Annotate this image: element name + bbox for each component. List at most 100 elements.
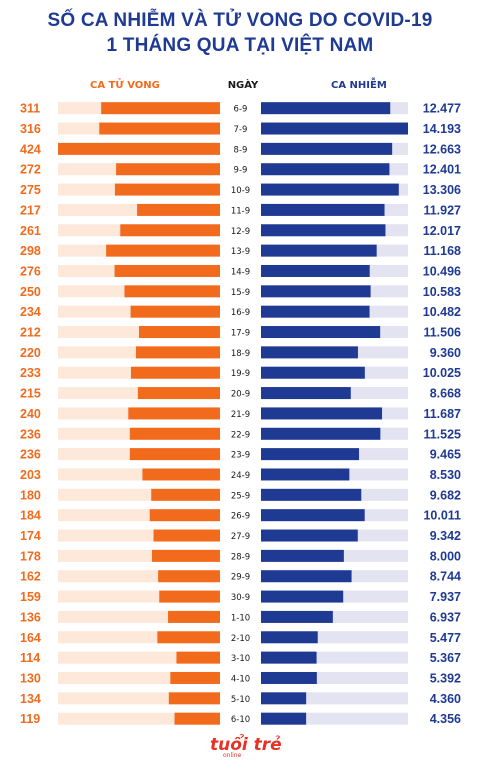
cases-bar — [261, 712, 307, 725]
date-label: 22-9 — [231, 430, 250, 440]
cases-value-label: 5.477 — [430, 631, 461, 645]
cases-value-label: 12.401 — [423, 163, 461, 177]
cases-value-label: 12.663 — [423, 142, 461, 156]
cases-value-label: 10.025 — [423, 366, 461, 380]
cases-value-label: 10.011 — [423, 509, 461, 523]
cases-value-label: 11.687 — [423, 407, 461, 421]
date-label: 14-9 — [231, 267, 250, 277]
cases-bar — [261, 427, 381, 440]
cases-value-label: 14.193 — [423, 122, 461, 136]
deaths-value-label: 180 — [20, 488, 41, 502]
cases-bar — [261, 631, 318, 644]
cases-value-label: 10.496 — [423, 264, 461, 278]
cases-bar — [261, 590, 344, 603]
deaths-value-label: 311 — [20, 102, 40, 116]
deaths-bar — [151, 488, 220, 501]
tuoitre-logo: tuổi trẻ — [210, 735, 282, 755]
deaths-value-label: 217 — [20, 203, 41, 217]
deaths-value-label: 250 — [20, 285, 41, 299]
deaths-bar — [129, 448, 220, 461]
deaths-bar — [176, 651, 220, 664]
deaths-bar — [130, 305, 220, 318]
deaths-bar — [151, 549, 220, 562]
cases-value-label: 8.668 — [430, 387, 461, 401]
cases-bar — [261, 244, 377, 257]
deaths-bar — [157, 631, 220, 644]
deaths-value-label: 298 — [20, 244, 41, 258]
cases-bar — [261, 305, 370, 318]
cases-header: CA NHIỄM — [331, 80, 387, 91]
cases-value-label: 9.465 — [430, 448, 461, 462]
date-label: 2-10 — [231, 634, 250, 644]
deaths-bar — [139, 326, 220, 339]
date-label: 26-9 — [231, 512, 250, 522]
date-label: 23-9 — [231, 451, 250, 461]
cases-bar — [261, 142, 393, 155]
title-line-2: 1 THÁNG QUA TẠI VIỆT NAM — [106, 35, 374, 56]
cases-bar — [261, 488, 362, 501]
cases-value-label: 12.477 — [423, 102, 461, 116]
cases-value-label: 10.482 — [423, 305, 461, 319]
deaths-value-label: 162 — [20, 570, 41, 584]
deaths-bar — [116, 163, 220, 176]
deaths-value-label: 240 — [20, 407, 41, 421]
date-label: 29-9 — [231, 573, 250, 583]
deaths-value-label: 174 — [20, 529, 41, 543]
date-label: 27-9 — [231, 532, 250, 542]
cases-value-label: 6.937 — [430, 610, 461, 624]
cases-bar — [261, 264, 370, 277]
deaths-value-label: 119 — [20, 712, 40, 726]
cases-bar — [261, 610, 333, 623]
cases-value-label: 8.000 — [430, 549, 461, 563]
cases-bar — [261, 509, 365, 522]
deaths-value-label: 215 — [20, 387, 41, 401]
deaths-value-label: 272 — [20, 163, 41, 177]
deaths-value-label: 136 — [20, 610, 41, 624]
date-label: 3-10 — [231, 654, 250, 664]
deaths-value-label: 236 — [20, 427, 41, 441]
date-label: 7-9 — [234, 125, 248, 135]
date-label: 30-9 — [231, 593, 250, 603]
deaths-value-label: 164 — [20, 631, 41, 645]
deaths-bar — [101, 102, 220, 115]
date-label: 24-9 — [231, 471, 250, 481]
deaths-value-label: 276 — [20, 264, 41, 278]
deaths-bar — [129, 427, 220, 440]
date-label: 5-10 — [231, 695, 250, 705]
cases-bar — [261, 163, 390, 176]
cases-bar — [261, 468, 350, 481]
date-label: 16-9 — [231, 308, 250, 318]
deaths-bar — [58, 142, 220, 155]
cases-bar — [261, 183, 399, 196]
deaths-bar — [106, 244, 220, 257]
title-line-1: SỐ CA NHIỄM VÀ TỬ VONG DO COVID-19 — [47, 10, 433, 31]
deaths-header: CA TỬ VONG — [90, 80, 160, 91]
cases-bar — [261, 203, 385, 216]
deaths-value-label: 114 — [20, 651, 40, 665]
date-label: 17-9 — [231, 329, 250, 339]
deaths-bar — [114, 264, 220, 277]
cases-value-label: 8.744 — [430, 570, 461, 584]
date-label: 6-10 — [231, 715, 250, 725]
deaths-bar — [137, 387, 220, 400]
deaths-value-label: 159 — [20, 590, 41, 604]
deaths-bar — [168, 692, 220, 705]
deaths-value-label: 212 — [20, 326, 41, 340]
tuoitre-logo-sub: online — [223, 752, 242, 759]
deaths-bar — [120, 224, 220, 237]
date-label: 28-9 — [231, 552, 250, 562]
cases-value-label: 9.682 — [430, 488, 461, 502]
date-label: 8-9 — [234, 145, 248, 155]
deaths-bar — [174, 712, 220, 725]
date-label: 19-9 — [231, 369, 250, 379]
date-label: 21-9 — [231, 410, 250, 420]
deaths-bar — [99, 122, 220, 135]
cases-bar — [261, 326, 381, 339]
deaths-value-label: 316 — [20, 122, 41, 136]
cases-bar — [261, 692, 307, 705]
cases-value-label: 8.530 — [430, 468, 461, 482]
cases-value-label: 10.583 — [423, 285, 461, 299]
deaths-bar — [153, 529, 220, 542]
cases-value-label: 5.367 — [430, 651, 461, 665]
